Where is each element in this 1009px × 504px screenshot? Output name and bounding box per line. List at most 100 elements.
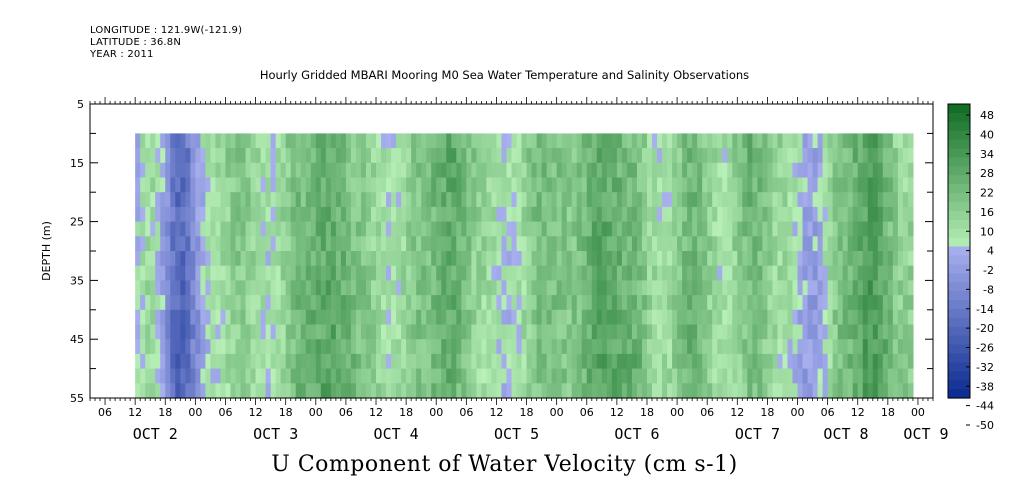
- heatmap-cell: [451, 383, 457, 399]
- colorbar-swatch: [948, 166, 970, 176]
- heatmap-cell: [140, 353, 146, 370]
- heatmap-cell: [486, 309, 493, 326]
- heatmap-cell: [747, 192, 753, 208]
- heatmap-cell: [872, 265, 879, 281]
- heatmap-cell: [250, 324, 257, 340]
- heatmap-cell: [360, 324, 367, 340]
- heatmap-cell: [722, 324, 728, 340]
- heatmap-cell: [657, 353, 663, 370]
- heatmap-cell: [521, 251, 528, 267]
- heatmap-cell: [205, 265, 212, 281]
- heatmap-cell: [275, 192, 282, 208]
- heatmap-cell: [902, 295, 909, 311]
- heatmap-cell: [411, 177, 417, 193]
- heatmap-cell: [325, 192, 332, 208]
- heatmap-cell: [521, 177, 528, 193]
- heatmap-cell: [466, 221, 472, 237]
- heatmap-cell: [847, 265, 854, 281]
- heatmap-cell: [481, 280, 488, 296]
- heatmap-cell: [240, 295, 247, 311]
- heatmap-cell: [586, 221, 593, 237]
- heatmap-cell: [340, 339, 347, 355]
- heatmap-cell: [872, 368, 879, 384]
- heatmap-cell: [601, 324, 608, 340]
- heatmap-cell: [887, 265, 894, 281]
- heatmap-cell: [511, 162, 518, 179]
- heatmap-cell: [862, 309, 869, 326]
- heatmap-cell: [867, 309, 874, 326]
- longitude-label: LONGITUDE : 121.9W(-121.9): [90, 25, 243, 36]
- heatmap-cell: [536, 339, 543, 355]
- heatmap-cell: [722, 177, 728, 193]
- heatmap-cell: [877, 177, 884, 193]
- heatmap-cell: [877, 251, 884, 267]
- heatmap-cell: [255, 177, 262, 193]
- heatmap-cell: [847, 339, 854, 355]
- heatmap-cell: [697, 251, 703, 267]
- heatmap-cell: [446, 309, 452, 326]
- heatmap-cell: [857, 251, 864, 267]
- heatmap-cell: [195, 236, 201, 252]
- heatmap-cell: [611, 206, 618, 223]
- heatmap-cell: [501, 295, 508, 311]
- heatmap-cell: [536, 192, 543, 208]
- heatmap-cell: [481, 162, 488, 179]
- heatmap-cell: [556, 339, 563, 355]
- heatmap-cell: [205, 133, 212, 149]
- heatmap-cell: [355, 280, 362, 296]
- heatmap-cell: [265, 133, 272, 149]
- heatmap-cell: [516, 221, 523, 237]
- heatmap-cell: [767, 324, 774, 340]
- heatmap-cell: [315, 265, 322, 281]
- heatmap-cell: [631, 148, 638, 164]
- heatmap-cell: [155, 368, 161, 384]
- heatmap-cell: [140, 295, 146, 311]
- heatmap-cell: [727, 148, 733, 164]
- heatmap-cell: [787, 324, 794, 340]
- heatmap-cell: [150, 339, 156, 355]
- heatmap-cell: [561, 280, 568, 296]
- heatmap-cell: [160, 265, 166, 281]
- heatmap-cell: [240, 280, 247, 296]
- heatmap-cell: [516, 339, 523, 355]
- heatmap-cell: [335, 221, 342, 237]
- heatmap-cell: [280, 192, 287, 208]
- heatmap-cell: [230, 295, 237, 311]
- heatmap-cell: [145, 148, 151, 164]
- heatmap-cell: [345, 162, 352, 179]
- heatmap-cell: [902, 206, 909, 223]
- heatmap-cell: [260, 324, 267, 340]
- heatmap-cell: [692, 339, 698, 355]
- heatmap-cell: [165, 353, 171, 370]
- heatmap-cell: [752, 353, 758, 370]
- heatmap-cell: [220, 162, 227, 179]
- heatmap-cell: [466, 162, 472, 179]
- heatmap-cell: [391, 353, 397, 370]
- heatmap-cell: [581, 353, 588, 370]
- heatmap-cell: [807, 383, 814, 399]
- heatmap-cell: [742, 251, 748, 267]
- heatmap-cell: [767, 251, 774, 267]
- heatmap-cell: [431, 280, 437, 296]
- heatmap-cell: [646, 280, 653, 296]
- x-hour-label: 06: [218, 406, 232, 419]
- heatmap-cell: [220, 133, 227, 149]
- heatmap-cell: [275, 309, 282, 326]
- heatmap-cell: [170, 295, 176, 311]
- x-hour-label: 06: [821, 406, 835, 419]
- heatmap-cell: [471, 353, 477, 370]
- heatmap-cell: [797, 133, 804, 149]
- heatmap-cell: [240, 221, 247, 237]
- heatmap-cell: [687, 148, 693, 164]
- heatmap-cell: [340, 309, 347, 326]
- heatmap-cell: [441, 177, 447, 193]
- heatmap-cell: [265, 251, 272, 267]
- heatmap-cell: [576, 280, 583, 296]
- heatmap-cell: [421, 265, 427, 281]
- heatmap-cell: [762, 353, 769, 370]
- heatmap-cell: [135, 353, 141, 370]
- heatmap-cell: [401, 309, 407, 326]
- colorbar-swatch: [948, 308, 970, 319]
- heatmap-cell: [305, 383, 312, 399]
- heatmap-cell: [135, 251, 141, 267]
